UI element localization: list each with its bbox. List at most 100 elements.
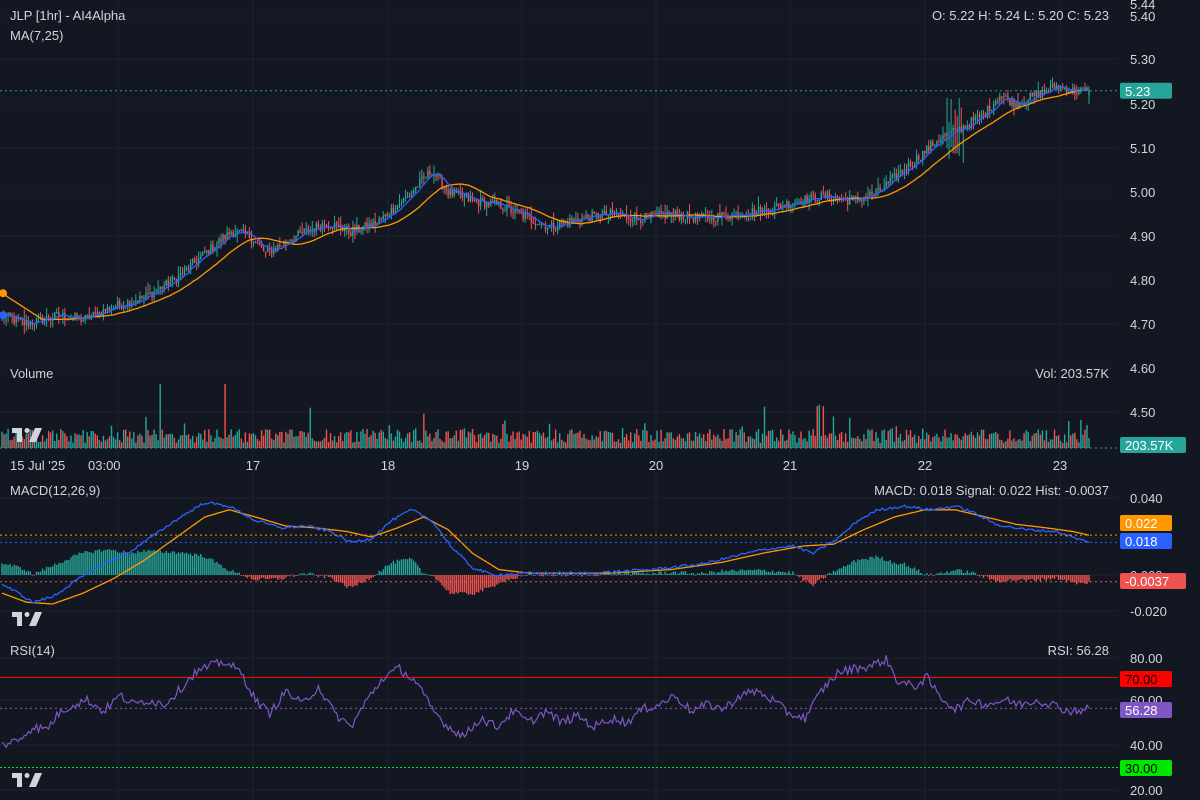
macd-histogram-bar — [682, 571, 685, 575]
macd-histogram-bar — [21, 570, 23, 575]
volume-pane[interactable] — [0, 384, 1118, 449]
volume-bar — [110, 425, 113, 448]
volume-bar — [613, 441, 616, 448]
macd-histogram-bar — [593, 575, 595, 577]
volume-bar — [455, 430, 457, 448]
macd-histogram-bar — [1086, 575, 1088, 584]
volume-bar — [463, 428, 466, 448]
volume-bar — [1017, 439, 1019, 448]
macd-histogram-bar — [185, 552, 188, 575]
macd-histogram-bar — [1074, 575, 1076, 583]
candle-body — [475, 199, 478, 201]
candle-body — [179, 273, 182, 276]
macd-histogram-bar — [417, 565, 419, 575]
macd-histogram-bar — [942, 573, 944, 575]
candle-body — [110, 308, 113, 311]
macd-histogram-bar — [705, 573, 707, 575]
candle-body — [492, 200, 494, 202]
candle-body — [289, 241, 291, 243]
volume-bar — [303, 432, 305, 448]
macd-histogram-bar — [137, 550, 139, 575]
candle-body — [465, 194, 468, 197]
candle-body — [778, 203, 780, 205]
volume-bar — [289, 429, 291, 448]
macd-histogram-bar — [1059, 575, 1062, 580]
candle-body — [903, 169, 906, 173]
macd-histogram-bar — [749, 569, 752, 575]
rsi-upper-tag-bg — [1120, 671, 1172, 687]
macd-histogram-bar — [526, 575, 528, 576]
candle-body — [202, 251, 204, 256]
volume-bar — [528, 430, 530, 448]
macd-histogram-bar — [1082, 575, 1084, 583]
macd-histogram-bar — [92, 553, 94, 575]
volume-bar — [58, 439, 60, 448]
macd-histogram-bar — [836, 569, 839, 575]
volume-bar — [445, 431, 447, 448]
volume-bar — [423, 413, 425, 448]
macd-histogram-bar — [956, 569, 958, 575]
macd-histogram-bar — [232, 570, 234, 575]
volume-bar — [556, 442, 559, 448]
candle-body — [631, 220, 634, 222]
volume-bar — [729, 429, 731, 448]
macd-histogram-bar — [459, 575, 462, 592]
macd-histogram-bar — [60, 562, 62, 575]
candle-body — [86, 314, 88, 316]
macd-histogram-bar — [924, 574, 926, 576]
macd-histogram-bar — [887, 561, 889, 575]
macd-histogram-bar — [662, 574, 664, 575]
volume-bar — [1070, 435, 1072, 448]
macd-histogram-bar — [157, 550, 159, 575]
volume-bar — [331, 440, 334, 448]
candle-body — [254, 242, 257, 244]
candle-body — [348, 226, 350, 233]
macd-histogram-bar — [1063, 575, 1066, 580]
macd-histogram-bar — [544, 573, 547, 575]
macd-histogram-bar — [954, 570, 956, 575]
volume-bar — [364, 433, 366, 448]
volume-bar — [425, 430, 427, 448]
candle-body — [246, 232, 249, 235]
macd-histogram-bar — [437, 575, 439, 581]
macd-histogram-bar — [873, 558, 875, 575]
volume-bar — [88, 436, 90, 448]
candle-body — [485, 201, 488, 208]
volume-bar — [92, 431, 94, 448]
macd-histogram-bar — [855, 562, 857, 575]
price-tick-label: 5.00 — [1130, 185, 1155, 200]
macd-histogram-bar — [548, 574, 551, 576]
macd-histogram-bar — [814, 575, 816, 584]
macd-histogram-bar — [550, 575, 553, 576]
volume-bar — [692, 440, 695, 448]
rsi-pane[interactable] — [0, 655, 1118, 768]
macd-histogram-bar — [376, 574, 378, 575]
macd-histogram-bar — [131, 552, 133, 575]
volume-bar — [1045, 430, 1048, 448]
macd-histogram-bar — [638, 572, 640, 575]
candle-body — [816, 200, 818, 202]
volume-bar — [1074, 432, 1076, 448]
candle-body — [506, 204, 508, 211]
volume-bar — [731, 429, 733, 448]
price-axis[interactable]: 5.445.405.305.205.105.004.904.804.704.60… — [1120, 0, 1186, 798]
price-pane[interactable] — [0, 77, 1118, 334]
candle-body — [431, 174, 433, 176]
macd-histogram-bar — [141, 551, 143, 575]
macd-histogram-bar — [307, 573, 309, 575]
time-axis[interactable]: 15 Jul '25 03:00 17 18 19 20 21 22 23 — [10, 458, 1067, 473]
macd-histogram-bar — [74, 554, 76, 575]
volume-bar — [670, 432, 672, 448]
macd-histogram-bar — [832, 570, 835, 575]
macd-histogram-bar — [1070, 575, 1072, 582]
macd-histogram-bar — [826, 573, 829, 575]
volume-bar — [800, 431, 802, 448]
macd-histogram-bar — [11, 566, 13, 575]
volume-bar — [842, 441, 845, 448]
macd-histogram-bar — [688, 573, 691, 575]
macd-pane[interactable] — [0, 501, 1118, 605]
volume-bar — [946, 437, 948, 448]
macd-histogram-bar — [1057, 575, 1060, 580]
volume-bar — [723, 429, 725, 448]
